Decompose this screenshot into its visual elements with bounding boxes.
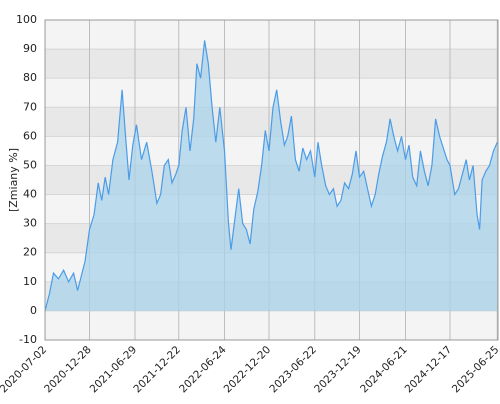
y-axis-label: [Zmiany %] <box>7 148 20 212</box>
y-tick-label: 20 <box>23 246 37 259</box>
y-tick-label: 0 <box>30 304 37 317</box>
y-tick-label: 50 <box>23 158 37 171</box>
x-tick-label: 2025-06-25 <box>450 344 500 396</box>
grid-band <box>45 310 498 340</box>
x-tick-label: 2022-12-20 <box>222 344 274 396</box>
y-tick-label: 90 <box>23 42 37 55</box>
y-tick-label: -10 <box>19 333 37 346</box>
y-tick-label: 10 <box>23 275 37 288</box>
x-tick-label: 2024-12-17 <box>403 344 455 396</box>
line <box>44 40 498 312</box>
plot-border <box>44 19 499 341</box>
grid-band <box>45 78 498 108</box>
x-tick-label: 2021-12-22 <box>131 344 183 396</box>
y-tick-label: 30 <box>23 217 37 230</box>
grid-band <box>45 20 498 50</box>
grid-band <box>45 49 498 79</box>
y-tick-label: 80 <box>23 71 37 84</box>
y-tick-label: 40 <box>23 188 37 201</box>
y-tick-label: 70 <box>23 100 37 113</box>
x-tick-label: 2020-12-28 <box>42 344 94 396</box>
area <box>45 40 498 311</box>
y-tick-label: 60 <box>23 129 37 142</box>
y-tick-label: 100 <box>16 13 37 26</box>
x-tick-label: 2023-12-19 <box>312 344 364 396</box>
x-tick-label: 2023-06-22 <box>267 344 319 396</box>
